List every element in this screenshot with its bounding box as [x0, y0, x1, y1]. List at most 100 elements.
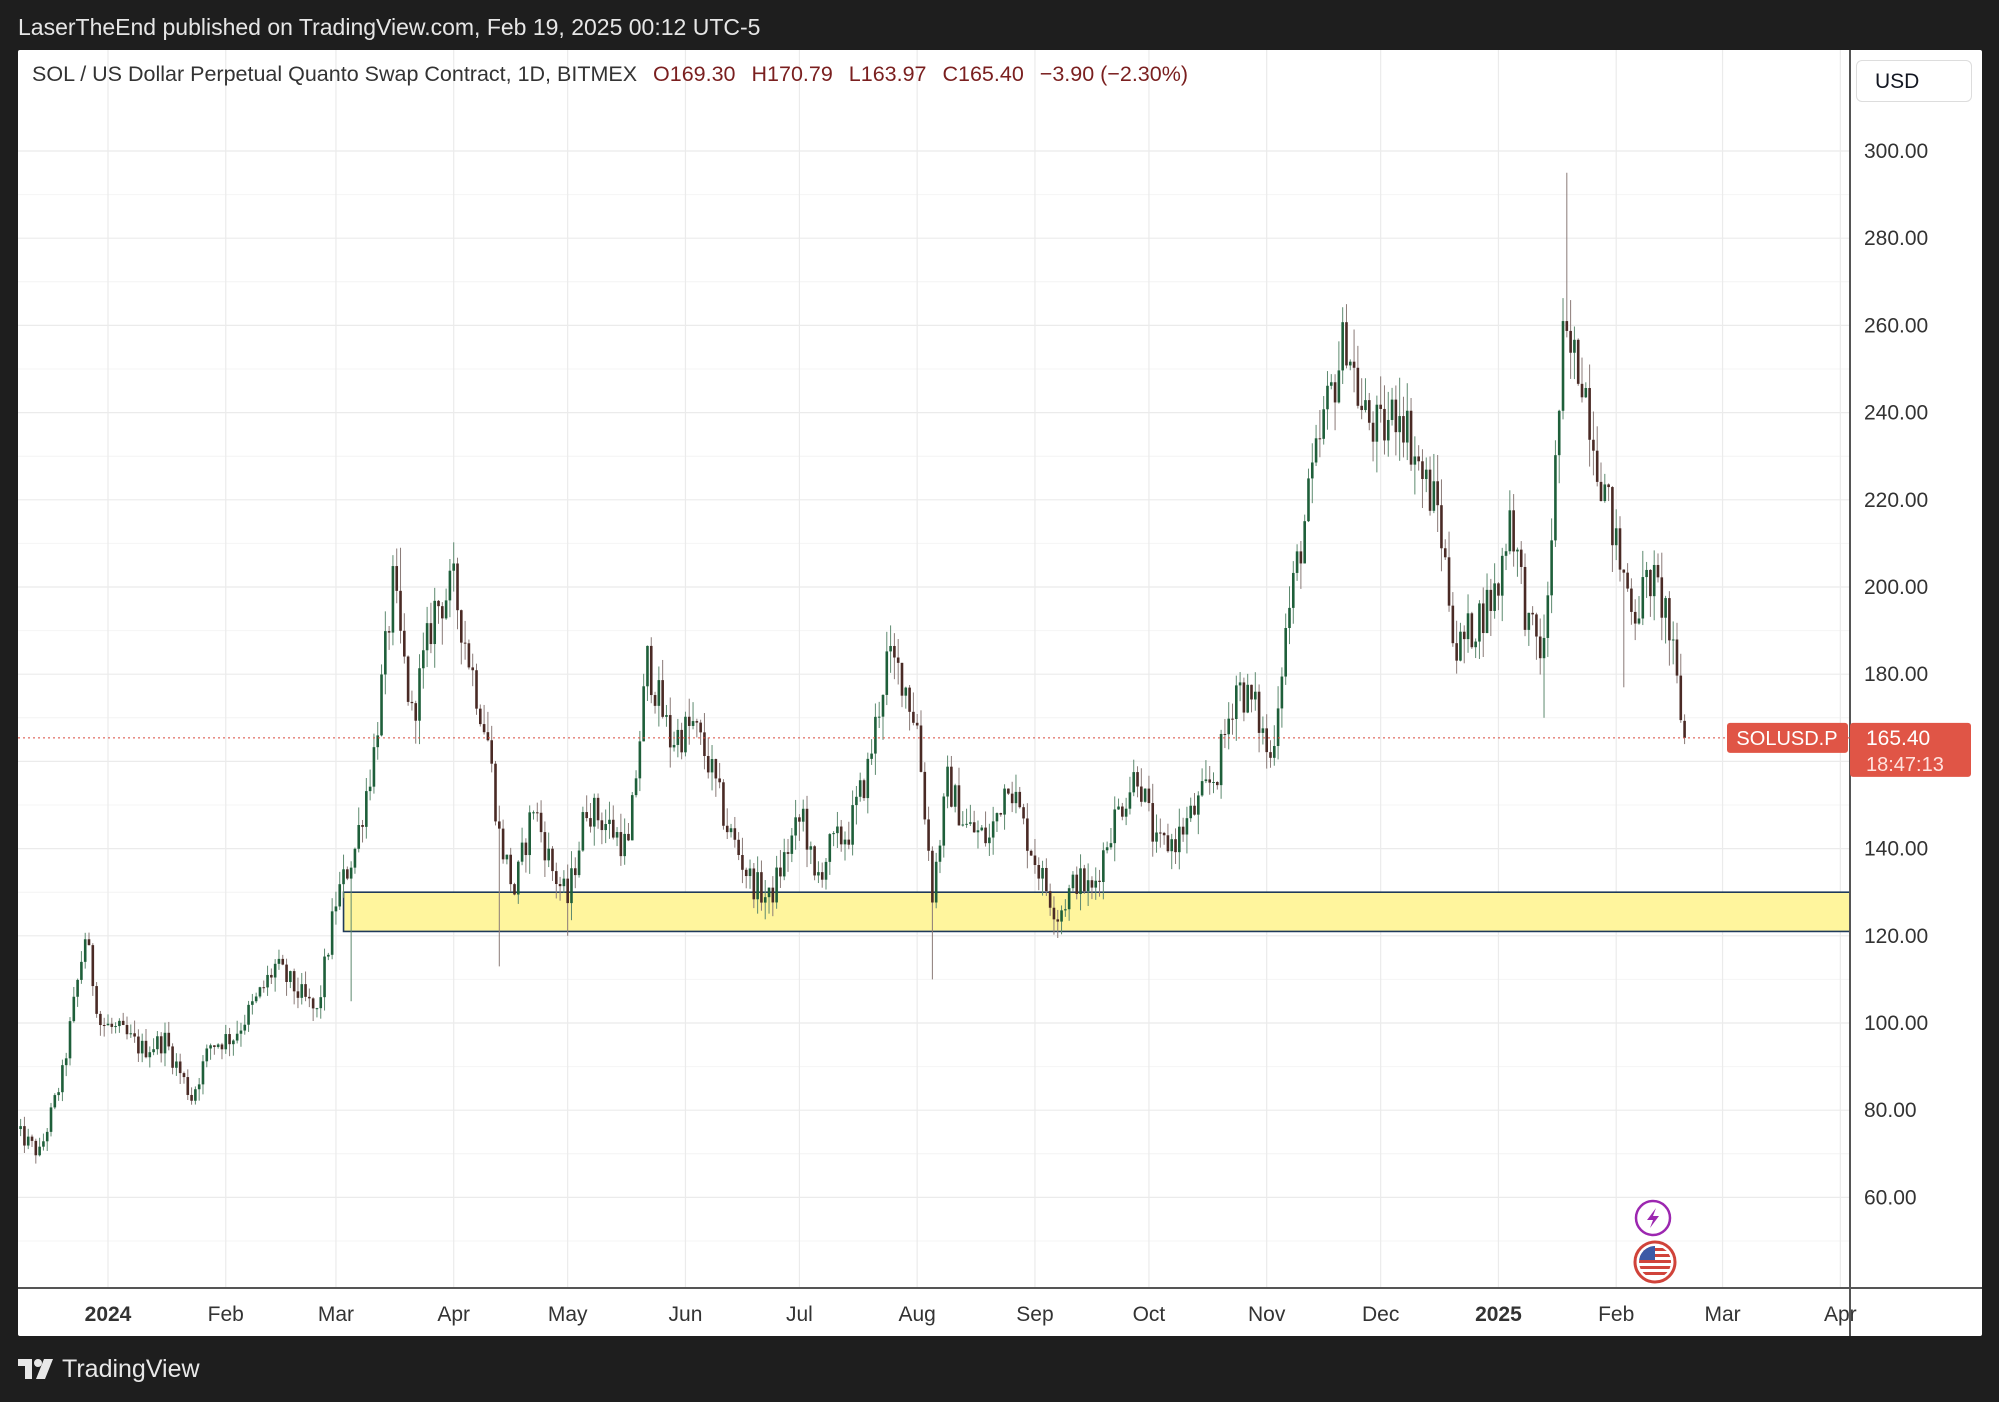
candle	[1531, 606, 1534, 626]
candle-body	[551, 848, 554, 872]
candle-body	[931, 850, 934, 903]
candle	[156, 1031, 159, 1055]
candle-body	[839, 826, 843, 845]
candle-body	[1102, 850, 1105, 882]
candle	[422, 632, 425, 689]
candle	[1611, 486, 1614, 572]
candle	[1481, 587, 1485, 658]
candle-body	[1238, 682, 1242, 686]
chart-frame[interactable]: 300.00 280.00 260.00 240.00 220.00 200.00 180.…	[18, 50, 1982, 1336]
candle-body	[927, 819, 930, 851]
candle-body	[45, 1131, 49, 1142]
candle-body	[68, 1021, 72, 1059]
candle	[152, 1038, 155, 1056]
candle	[691, 702, 695, 730]
candle-body	[285, 964, 288, 982]
candle	[615, 827, 619, 847]
candle-body	[1052, 907, 1056, 920]
candle-body	[1250, 684, 1253, 700]
candle	[866, 752, 870, 814]
candle-body	[1348, 361, 1352, 366]
candle-body	[57, 1092, 60, 1096]
candle-body	[672, 744, 676, 748]
candle-body	[1170, 839, 1174, 852]
tradingview-logo[interactable]: TradingView	[18, 1355, 200, 1384]
candle	[790, 828, 794, 863]
candle	[1265, 714, 1268, 769]
candle-body	[471, 667, 475, 671]
y-tick-label: 100.00	[1864, 1012, 1928, 1035]
candle-body	[874, 716, 877, 754]
candle-body	[657, 680, 661, 706]
candle-body	[19, 1126, 22, 1130]
candle	[988, 823, 991, 856]
candle	[619, 813, 623, 866]
price-chart[interactable]: 300.00 280.00 260.00 240.00 220.00 200.00 180.…	[18, 50, 1982, 1336]
candle	[1462, 625, 1466, 664]
last-price-tag	[1850, 722, 1971, 777]
candle-body	[1029, 850, 1033, 856]
candle	[1421, 449, 1424, 509]
axis-layer: 300.00 280.00 260.00 240.00 220.00 200.00 180.…	[18, 50, 1982, 1336]
candle	[600, 812, 604, 845]
candle-body	[338, 884, 342, 907]
candle-body	[1398, 416, 1401, 433]
symbol-name: SOL / US Dollar Perpetual Quanto Swap Co…	[32, 62, 638, 86]
candle	[969, 804, 972, 826]
candle	[456, 557, 459, 630]
candle-body	[281, 958, 285, 965]
candle-body	[201, 1061, 205, 1085]
support-zone[interactable]	[342, 891, 1851, 933]
candle	[1121, 802, 1124, 821]
candle	[338, 871, 342, 910]
candle-body	[817, 872, 820, 876]
us-flag-icon[interactable]	[1633, 1240, 1677, 1284]
candle	[858, 772, 862, 802]
candle	[190, 1087, 193, 1105]
candle-body	[877, 716, 881, 718]
candle-body	[1128, 792, 1132, 809]
candle-body	[376, 735, 380, 748]
candle-body	[1595, 450, 1599, 482]
candle	[1212, 772, 1215, 794]
candle-body	[1500, 555, 1504, 596]
candle-body	[1576, 339, 1580, 384]
candle-body	[1580, 383, 1584, 398]
flash-icon[interactable]	[1634, 1199, 1672, 1237]
candle-body	[1474, 641, 1477, 648]
candle-body	[1607, 484, 1610, 488]
candle	[353, 847, 357, 874]
x-tick-label: Oct	[1133, 1303, 1166, 1326]
candle-body	[197, 1084, 201, 1090]
candle	[1124, 797, 1128, 826]
candle	[1128, 776, 1132, 815]
candle	[1656, 553, 1660, 583]
x-tick-label: Mar	[318, 1303, 354, 1326]
currency-button[interactable]: USD	[1856, 60, 1972, 102]
candle	[1436, 455, 1439, 533]
candle-body	[1018, 791, 1022, 808]
candle-body	[87, 939, 91, 946]
candle-body	[581, 812, 585, 851]
candle	[1018, 786, 1022, 809]
candle-body	[1010, 793, 1014, 804]
candle-body	[163, 1032, 167, 1054]
candle	[1554, 440, 1557, 547]
candle-body	[524, 842, 528, 856]
candle	[539, 800, 543, 843]
candle	[946, 755, 949, 809]
candle	[365, 778, 368, 839]
candle-body	[1291, 572, 1295, 608]
candle	[649, 637, 653, 704]
candle-body	[220, 1044, 224, 1050]
x-tick-label: Mar	[1704, 1303, 1740, 1326]
candle-body	[828, 834, 832, 862]
candle-body	[91, 945, 95, 987]
candle-body	[1413, 456, 1417, 465]
candle	[1440, 479, 1443, 572]
candle-body	[1235, 685, 1238, 720]
candle-body	[668, 715, 672, 748]
candle	[361, 819, 364, 843]
candle-body	[1257, 691, 1261, 733]
candle-body	[311, 998, 315, 1009]
